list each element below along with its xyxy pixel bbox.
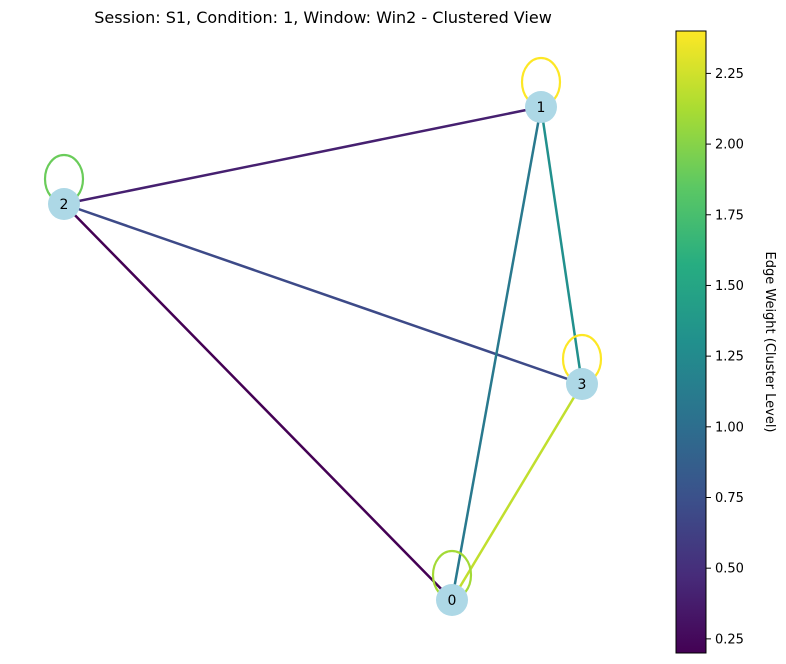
colorbar-tick-label: 1.75 bbox=[715, 208, 744, 223]
node-0 bbox=[436, 584, 468, 616]
colorbar-tick-label: 1.25 bbox=[715, 350, 744, 365]
edge-2-3 bbox=[63, 202, 583, 386]
node-label-3: 3 bbox=[578, 377, 587, 393]
node-label-2: 2 bbox=[60, 197, 69, 213]
colorbar-label: Edge Weight (Cluster Level) bbox=[762, 251, 777, 432]
colorbar-tick-label: 0.75 bbox=[715, 491, 744, 506]
node-1 bbox=[525, 91, 557, 123]
edges-layer bbox=[43, 56, 603, 601]
colorbar-tick-label: 2.25 bbox=[715, 67, 744, 82]
node-2 bbox=[48, 188, 80, 220]
figure-title: Session: S1, Condition: 1, Window: Win2 … bbox=[94, 8, 552, 27]
colorbar-tick-label: 1.00 bbox=[715, 420, 744, 435]
colorbar-tick-label: 0.25 bbox=[715, 632, 744, 647]
edge-2-0 bbox=[63, 203, 453, 601]
nodes-layer: 0 1 2 3 bbox=[48, 91, 598, 616]
edge-1-3 bbox=[539, 106, 584, 385]
node-label-0: 0 bbox=[448, 593, 457, 609]
node-3 bbox=[566, 368, 598, 400]
edge-1-0 bbox=[450, 106, 543, 601]
colorbar-tick-label: 2.00 bbox=[715, 138, 744, 153]
edge-2-1 bbox=[63, 105, 542, 206]
colorbar: 0.25 0.50 0.75 1.00 1.25 1.50 1.75 2.00 2.25 Edg… bbox=[675, 30, 777, 654]
colorbar-tick-label: 0.50 bbox=[715, 562, 744, 577]
edge-3-0 bbox=[450, 383, 584, 601]
colorbar-ticks: 0.25 0.50 0.75 1.00 1.25 1.50 1.75 2.00 2.25 bbox=[706, 67, 744, 647]
colorbar-tick-label: 1.50 bbox=[715, 279, 744, 294]
colorbar-gradient bbox=[675, 30, 707, 654]
node-label-1: 1 bbox=[537, 100, 546, 116]
